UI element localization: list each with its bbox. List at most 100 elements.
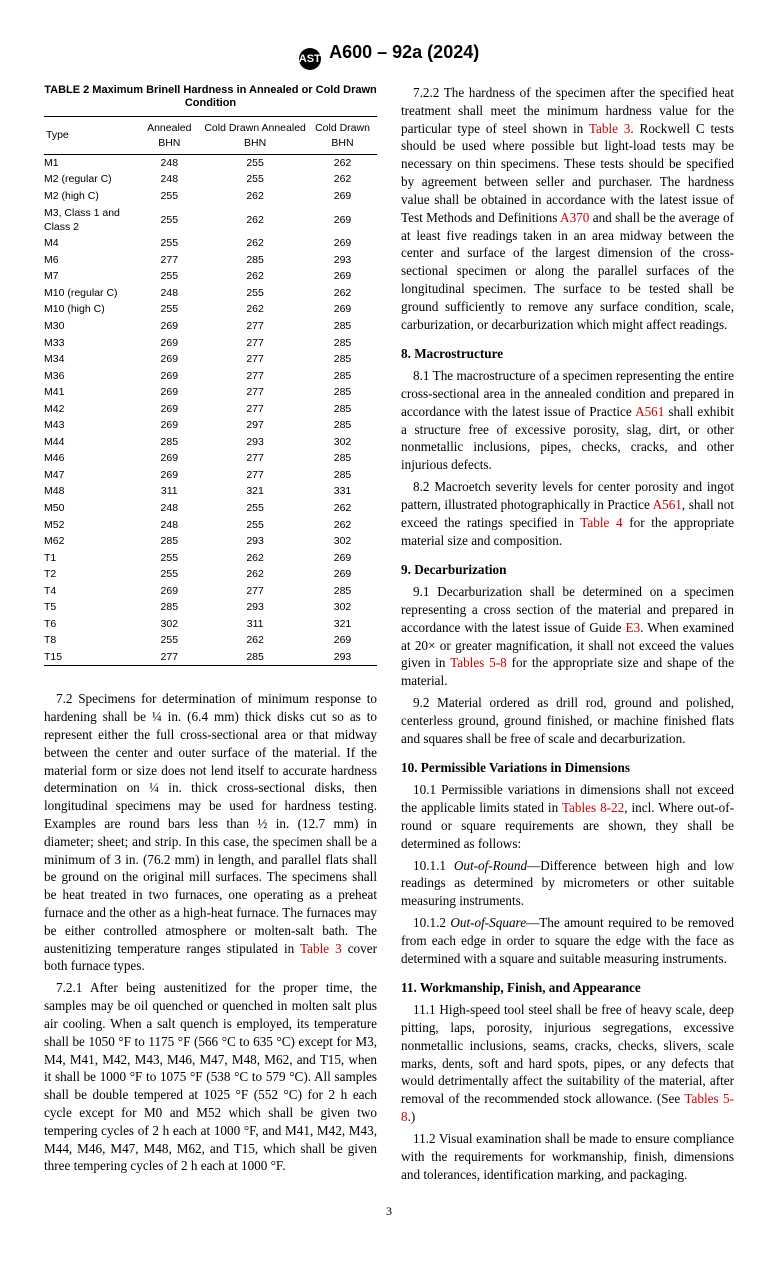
- page-header: ASTM A600 – 92a (2024): [44, 40, 734, 70]
- cell-type: M42: [44, 401, 136, 418]
- cell-value: 262: [202, 566, 308, 583]
- para-7-2: 7.2 Specimens for determination of minim…: [44, 690, 377, 975]
- cell-value: 285: [308, 384, 377, 401]
- table-row: T4269277285: [44, 583, 377, 600]
- ref-table-3b: Table 3: [589, 121, 631, 136]
- ref-e3: E3: [625, 620, 640, 635]
- cell-value: 277: [202, 384, 308, 401]
- para-9-1: 9.1 Decarburization shall be determined …: [401, 583, 734, 690]
- table-row: M34269277285: [44, 351, 377, 368]
- cell-type: M47: [44, 467, 136, 484]
- cell-type: M2 (high C): [44, 188, 136, 205]
- cell-value: 255: [136, 188, 202, 205]
- cell-value: 311: [136, 483, 202, 500]
- table-row: M46269277285: [44, 450, 377, 467]
- cell-value: 248: [136, 500, 202, 517]
- cell-value: 293: [202, 533, 308, 550]
- para-8-1: 8.1 The macrostructure of a specimen rep…: [401, 367, 734, 474]
- cell-value: 277: [202, 367, 308, 384]
- cell-value: 269: [308, 549, 377, 566]
- cell-value: 248: [136, 285, 202, 302]
- cell-type: T5: [44, 599, 136, 616]
- cell-value: 269: [136, 401, 202, 418]
- cell-value: 285: [136, 434, 202, 451]
- cell-value: 302: [308, 599, 377, 616]
- cell-type: M43: [44, 417, 136, 434]
- cell-value: 269: [136, 583, 202, 600]
- para-9-2: 9.2 Material ordered as drill rod, groun…: [401, 694, 734, 747]
- cell-value: 269: [136, 450, 202, 467]
- table-row: M2 (high C)255262269: [44, 188, 377, 205]
- term-out-of-round: Out-of-Round: [454, 858, 527, 873]
- cell-value: 285: [308, 367, 377, 384]
- cell-value: 285: [136, 533, 202, 550]
- table-row: M33269277285: [44, 334, 377, 351]
- table-row: T5285293302: [44, 599, 377, 616]
- cell-value: 262: [202, 301, 308, 318]
- cell-value: 285: [308, 417, 377, 434]
- cell-value: 269: [136, 384, 202, 401]
- cell-type: T4: [44, 583, 136, 600]
- para-7-2-2: 7.2.2 The hardness of the specimen after…: [401, 84, 734, 333]
- ref-table-3: Table 3: [300, 941, 342, 956]
- cell-value: 269: [308, 566, 377, 583]
- table-row: T2255262269: [44, 566, 377, 583]
- cell-value: 262: [202, 632, 308, 649]
- cell-type: M36: [44, 367, 136, 384]
- table-row: M52248255262: [44, 516, 377, 533]
- para-11-2: 11.2 Visual examination shall be made to…: [401, 1130, 734, 1183]
- cell-type: M10 (regular C): [44, 285, 136, 302]
- cell-value: 302: [308, 533, 377, 550]
- cell-value: 255: [136, 632, 202, 649]
- content-columns: TABLE 2 Maximum Brinell Hardness in Anne…: [44, 84, 734, 1183]
- cell-value: 293: [202, 434, 308, 451]
- para-10-1-1: 10.1.1 Out-of-Round—Difference between h…: [401, 857, 734, 910]
- cell-type: M44: [44, 434, 136, 451]
- ref-a370: A370: [560, 210, 589, 225]
- cell-value: 262: [202, 188, 308, 205]
- heading-9: 9. Decarburization: [401, 561, 734, 579]
- heading-11: 11. Workmanship, Finish, and Appearance: [401, 979, 734, 997]
- cell-value: 331: [308, 483, 377, 500]
- cell-type: T8: [44, 632, 136, 649]
- cell-value: 277: [202, 467, 308, 484]
- cell-value: 285: [308, 450, 377, 467]
- cell-value: 293: [308, 649, 377, 666]
- astm-logo: ASTM: [299, 48, 321, 70]
- cell-value: 262: [308, 285, 377, 302]
- cell-value: 277: [202, 450, 308, 467]
- ref-a561b: A561: [653, 497, 682, 512]
- col-cold-drawn-annealed: Cold Drawn Annealed BHN: [202, 117, 308, 154]
- cell-value: 255: [202, 285, 308, 302]
- cell-value: 262: [202, 549, 308, 566]
- cell-value: 255: [136, 268, 202, 285]
- cell-value: 321: [202, 483, 308, 500]
- cell-value: 277: [202, 351, 308, 368]
- table-2: Type Annealed BHN Cold Drawn Annealed BH…: [44, 116, 377, 666]
- cell-value: 255: [136, 204, 202, 235]
- cell-value: 285: [202, 649, 308, 666]
- table-row: M41269277285: [44, 384, 377, 401]
- cell-value: 262: [202, 235, 308, 252]
- cell-type: M33: [44, 334, 136, 351]
- cell-value: 302: [136, 616, 202, 633]
- cell-value: 269: [308, 268, 377, 285]
- para-11-1: 11.1 High-speed tool steel shall be free…: [401, 1001, 734, 1126]
- table-row: M44285293302: [44, 434, 377, 451]
- cell-value: 269: [136, 467, 202, 484]
- cell-value: 277: [136, 252, 202, 269]
- cell-value: 277: [202, 583, 308, 600]
- cell-type: M2 (regular C): [44, 171, 136, 188]
- table-row: M4255262269: [44, 235, 377, 252]
- cell-type: M46: [44, 450, 136, 467]
- cell-value: 255: [202, 171, 308, 188]
- cell-value: 269: [308, 632, 377, 649]
- table-row: M1248255262: [44, 154, 377, 171]
- cell-type: M52: [44, 516, 136, 533]
- cell-type: M30: [44, 318, 136, 335]
- cell-value: 262: [308, 500, 377, 517]
- table-row: M43269297285: [44, 417, 377, 434]
- table-row: T8255262269: [44, 632, 377, 649]
- table-2-title: TABLE 2 Maximum Brinell Hardness in Anne…: [44, 84, 377, 110]
- cell-type: T15: [44, 649, 136, 666]
